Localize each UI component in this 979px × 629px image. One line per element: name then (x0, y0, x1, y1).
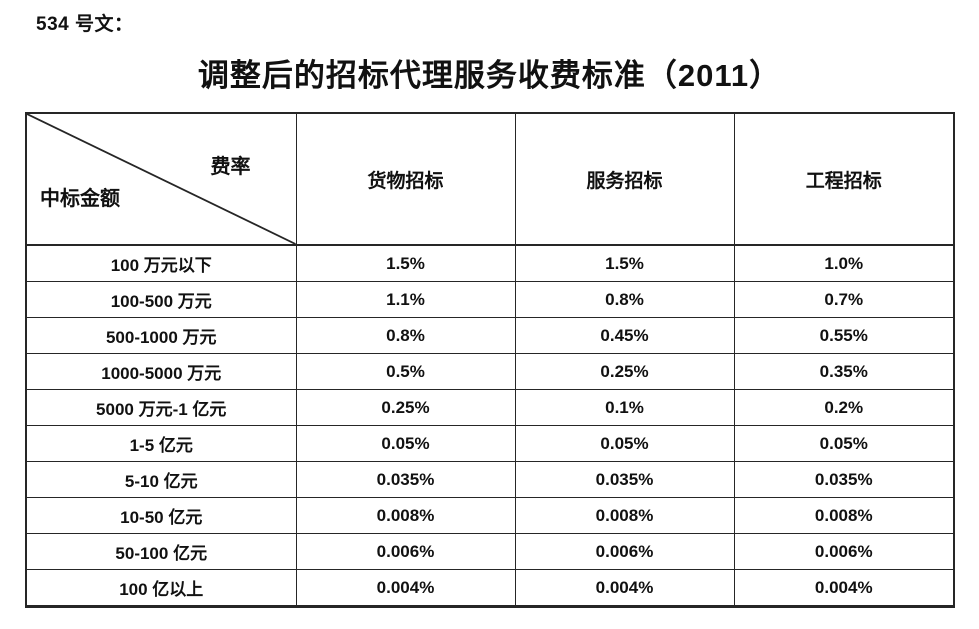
row-label: 5-10 亿元 (25, 461, 297, 498)
fee-cell: 1.0% (733, 244, 955, 282)
table-row: 1-5 亿元 0.05% 0.05% 0.05% (25, 425, 955, 462)
column-header-goods: 货物招标 (295, 112, 516, 246)
fee-cell: 0.006% (295, 533, 516, 570)
fee-cell: 0.35% (733, 353, 955, 390)
fee-cell: 1.5% (514, 244, 735, 282)
fee-cell: 0.008% (514, 497, 735, 534)
fee-cell: 0.004% (295, 569, 516, 607)
table-row: 5000 万元-1 亿元 0.25% 0.1% 0.2% (25, 389, 955, 426)
column-header-service: 服务招标 (514, 112, 735, 246)
column-header-engineering: 工程招标 (733, 112, 955, 246)
corner-label-rate: 费率 (210, 156, 251, 178)
fee-cell: 0.5% (295, 353, 516, 390)
fee-cell: 0.8% (514, 281, 735, 318)
fee-cell: 0.035% (733, 461, 955, 498)
fee-cell: 1.5% (295, 244, 516, 282)
fee-cell: 0.1% (514, 389, 735, 426)
row-label: 100-500 万元 (25, 281, 297, 318)
fee-cell: 0.004% (514, 569, 735, 607)
row-label: 50-100 亿元 (25, 533, 297, 570)
row-label: 100 万元以下 (25, 244, 297, 282)
fee-cell: 0.006% (514, 533, 735, 570)
table-row: 100 亿以上 0.004% 0.004% 0.004% (25, 569, 955, 607)
fee-cell: 0.05% (733, 425, 955, 462)
page-title: 调整后的招标代理服务收费标准（2011） (197, 58, 782, 93)
fee-cell: 0.008% (733, 497, 955, 534)
table-row: 5-10 亿元 0.035% 0.035% 0.035% (25, 461, 955, 498)
document-number-label: 534 号文： (36, 14, 134, 35)
fee-cell: 0.05% (514, 425, 735, 462)
table-row: 500-1000 万元 0.8% 0.45% 0.55% (25, 317, 955, 354)
fee-cell: 0.45% (514, 317, 735, 354)
table-row: 1000-5000 万元 0.5% 0.25% 0.35% (25, 353, 955, 390)
fee-cell: 0.05% (295, 425, 516, 462)
row-label: 5000 万元-1 亿元 (25, 389, 297, 426)
table-header-row: 费率 中标金额 货物招标 服务招标 工程招标 (25, 112, 955, 246)
fee-cell: 0.25% (295, 389, 516, 426)
fee-cell: 0.25% (514, 353, 735, 390)
table-row: 50-100 亿元 0.006% 0.006% 0.006% (25, 533, 955, 570)
table-row: 100-500 万元 1.1% 0.8% 0.7% (25, 281, 955, 318)
corner-header-cell: 费率 中标金额 (25, 112, 297, 246)
table-row: 10-50 亿元 0.008% 0.008% 0.008% (25, 497, 955, 534)
fee-cell: 0.004% (733, 569, 955, 607)
row-label: 500-1000 万元 (25, 317, 297, 354)
corner-label-amount: 中标金额 (40, 188, 120, 210)
diagonal-divider-line (27, 114, 296, 244)
fee-cell: 0.55% (733, 317, 955, 354)
fee-standard-table: 费率 中标金额 货物招标 服务招标 工程招标 100 万元以下 1.5% 1.5… (25, 112, 955, 608)
fee-cell: 0.7% (733, 281, 955, 318)
table-row: 100 万元以下 1.5% 1.5% 1.0% (25, 244, 955, 282)
row-label: 100 亿以上 (25, 569, 297, 607)
fee-cell: 0.035% (514, 461, 735, 498)
row-label: 1000-5000 万元 (25, 353, 297, 390)
fee-cell: 0.2% (733, 389, 955, 426)
row-label: 10-50 亿元 (25, 497, 297, 534)
fee-cell: 0.8% (295, 317, 516, 354)
fee-cell: 1.1% (295, 281, 516, 318)
fee-cell: 0.006% (733, 533, 955, 570)
fee-cell: 0.035% (295, 461, 516, 498)
fee-table-container: 费率 中标金额 货物招标 服务招标 工程招标 100 万元以下 1.5% 1.5… (25, 112, 955, 608)
fee-cell: 0.008% (295, 497, 516, 534)
row-label: 1-5 亿元 (25, 425, 297, 462)
